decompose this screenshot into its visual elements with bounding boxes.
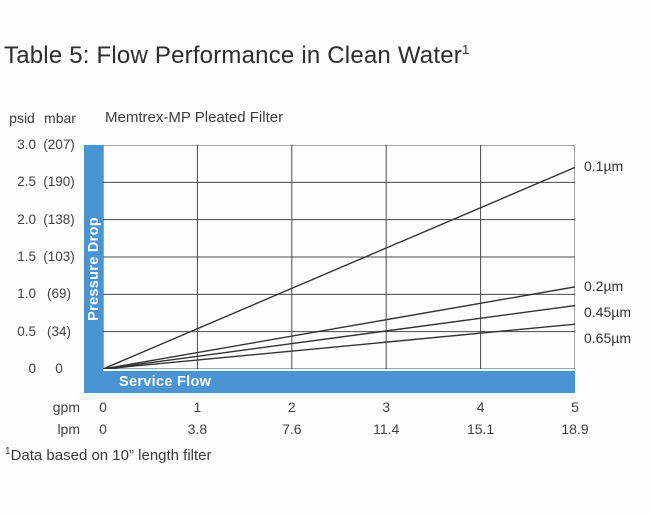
gpm-tick: 3 xyxy=(382,399,391,415)
gpm-unit-label: gpm xyxy=(52,399,80,415)
y-tick-psid: 2.0 xyxy=(17,212,36,227)
y-tick-mbar: (207) xyxy=(43,137,75,152)
y-tick-row: 3.0 (207) xyxy=(6,137,84,153)
y-tick-row: 2.0 (138) xyxy=(6,212,84,228)
lpm-tick: 11.4 xyxy=(373,421,400,437)
plot-area xyxy=(103,145,575,369)
lpm-tick: 7.6 xyxy=(282,421,302,437)
gpm-tick: 4 xyxy=(476,399,485,415)
y-tick-psid: 2.5 xyxy=(17,174,36,189)
gpm-tick: 1 xyxy=(193,399,202,415)
y-tick-psid: 0.5 xyxy=(17,324,36,339)
y-tick-mbar: 0 xyxy=(55,361,63,376)
y-tick-row: 2.5 (190) xyxy=(6,174,84,190)
y-tick-psid: 1.5 xyxy=(17,249,36,264)
gpm-tick: 0 xyxy=(99,399,107,415)
y-tick-mbar: (34) xyxy=(46,324,71,339)
footnote-superscript: 1 xyxy=(5,446,11,457)
y-tick-row: 0 0 xyxy=(6,361,84,377)
mbar-unit-header: mbar xyxy=(44,110,76,126)
lpm-tick: 15.1 xyxy=(466,421,495,437)
chart-title: Memtrex-MP Pleated Filter xyxy=(105,109,284,126)
lpm-unit-label: lpm xyxy=(57,421,80,437)
gpm-tick: 2 xyxy=(287,399,296,415)
y-tick-row: 0.5 (34) xyxy=(6,324,84,340)
y-axis-unit-headers: psid mbar xyxy=(6,110,82,126)
series-label-0.1um: 0.1µm xyxy=(584,158,624,175)
gpm-tick: 5 xyxy=(571,399,579,415)
series-label-0.2um: 0.2µm xyxy=(584,277,624,294)
service-flow-axis-bar: Service Flow xyxy=(103,371,575,393)
footnote-text: Data based on 10” length filter xyxy=(10,447,212,464)
footnote: 1Data based on 10” length filter xyxy=(5,446,212,464)
y-tick-row: 1.5 (103) xyxy=(6,249,84,265)
page-title-text: Table 5: Flow Performance in Clean Water xyxy=(4,42,462,69)
x-axis-gpm-row: gpm 0 1 2 3 4 5 xyxy=(53,399,579,415)
lpm-tick: 3.8 xyxy=(187,421,208,437)
chart-gridlines-and-series xyxy=(103,145,575,369)
y-tick-psid: 3.0 xyxy=(17,137,36,152)
page-title: Table 5: Flow Performance in Clean Water… xyxy=(4,42,469,70)
series-label-0.45um: 0.45µm xyxy=(584,303,631,320)
series-label-0.65um: 0.65µm xyxy=(584,329,631,346)
psid-unit-header: psid xyxy=(9,110,35,126)
lpm-tick: 18.9 xyxy=(561,421,589,437)
y-tick-mbar: (138) xyxy=(43,212,75,227)
y-tick-mbar: (69) xyxy=(46,286,71,301)
service-flow-label: Service Flow xyxy=(119,374,212,390)
y-tick-row: 1.0 (69) xyxy=(6,286,84,302)
page-title-superscript: 1 xyxy=(461,42,470,57)
y-tick-psid: 1.0 xyxy=(17,286,36,301)
lpm-tick: 0 xyxy=(99,421,107,437)
pressure-drop-axis-bar: Pressure Drop xyxy=(84,145,103,393)
y-tick-psid: 0 xyxy=(28,361,36,376)
y-tick-mbar: (190) xyxy=(43,174,75,189)
pressure-drop-label: Pressure Drop xyxy=(85,217,102,321)
y-tick-mbar: (103) xyxy=(43,249,75,264)
x-axis-lpm-row: lpm 0 3.8 7.6 11.4 15.1 18.9 xyxy=(57,421,588,437)
